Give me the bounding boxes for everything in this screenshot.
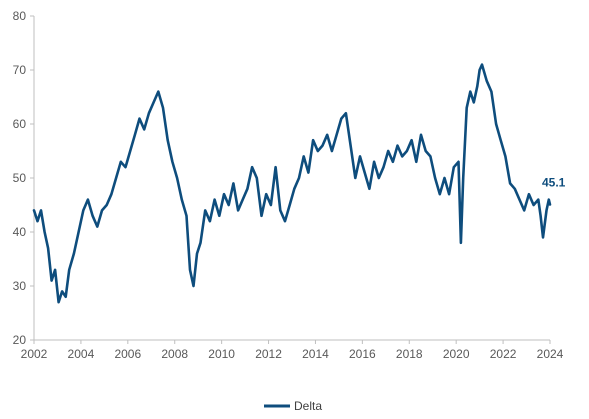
- x-tick-label: 2014: [302, 347, 329, 361]
- y-tick-label: 60: [13, 117, 27, 131]
- x-tick-labels: 2002 2004 2006 2008 2010 2012 2014 2016 2018 2020…: [21, 340, 564, 361]
- series-layer: [32, 63, 552, 304]
- axes: [33, 16, 550, 341]
- x-tick-label: 2022: [490, 347, 517, 361]
- x-tick-label: 2016: [349, 347, 376, 361]
- x-tick-label: 2018: [396, 347, 423, 361]
- x-tick-label: 2020: [443, 347, 470, 361]
- y-tick-label: 20: [13, 333, 27, 347]
- series-line-delta: [32, 63, 552, 304]
- y-tick-label: 50: [13, 171, 27, 185]
- y-tick-label: 30: [13, 279, 27, 293]
- x-tick-label: 2008: [161, 347, 188, 361]
- x-tick-label: 2012: [255, 347, 282, 361]
- x-tick-label: 2010: [208, 347, 235, 361]
- legend: Delta: [264, 399, 322, 413]
- x-tick-label: 2004: [68, 347, 95, 361]
- y-tick-label: 70: [13, 63, 27, 77]
- y-tick-labels: 20 30 40 50 60 70 80: [13, 9, 34, 347]
- x-tick-label: 2002: [21, 347, 48, 361]
- end-value-label: 45.1: [542, 175, 566, 189]
- x-tick-label: 2024: [537, 347, 564, 361]
- y-tick-label: 80: [13, 9, 27, 23]
- legend-label-delta: Delta: [294, 399, 322, 413]
- x-tick-label: 2006: [114, 347, 141, 361]
- y-tick-label: 40: [13, 225, 27, 239]
